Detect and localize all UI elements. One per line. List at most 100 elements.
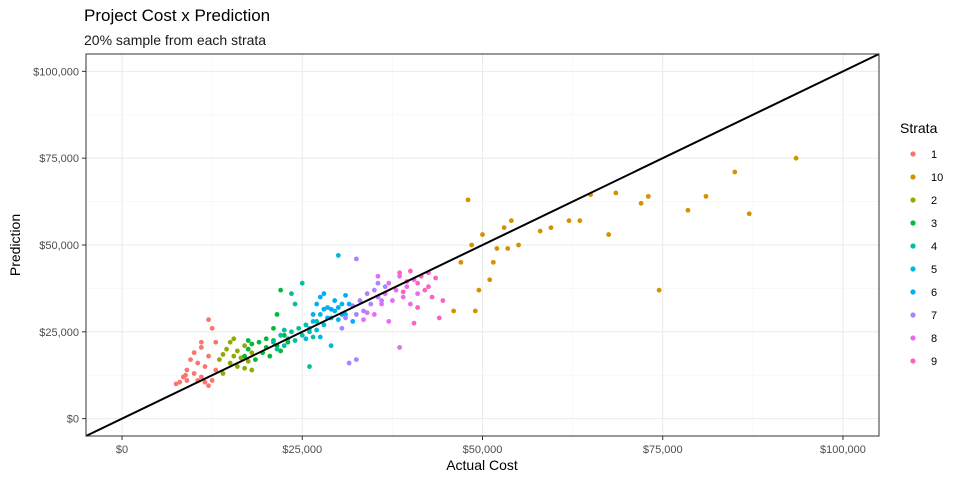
data-point-strata-2 xyxy=(249,367,255,373)
data-point-strata-2 xyxy=(231,336,237,342)
data-point-strata-7 xyxy=(343,315,348,321)
data-point-strata-3 xyxy=(271,325,276,331)
data-point-strata-8 xyxy=(361,317,366,323)
data-point-strata-2 xyxy=(242,365,248,371)
legend-key-strata-1 xyxy=(910,151,916,157)
data-point-strata-4 xyxy=(278,332,284,338)
y-axis-ticks: $0 $25,000 $50,000 $75,000 $100,000 xyxy=(33,66,86,426)
legend-key-strata-3 xyxy=(910,220,916,226)
data-point-strata-2 xyxy=(216,357,222,362)
x-axis-ticks: $0 $25,000 $50,000 $75,000 $100,000 xyxy=(116,436,866,456)
data-point-strata-9 xyxy=(415,305,421,310)
data-point-strata-10 xyxy=(645,193,651,199)
legend-label-strata-1: 1 xyxy=(931,149,937,161)
data-point-strata-5 xyxy=(343,312,348,317)
data-point-strata-10 xyxy=(451,308,457,314)
data-point-strata-5 xyxy=(310,319,316,324)
data-point-strata-7 xyxy=(357,298,363,303)
data-point-strata-8 xyxy=(386,319,392,324)
data-point-strata-1 xyxy=(177,379,183,385)
data-point-strata-4 xyxy=(281,343,287,349)
data-point-strata-2 xyxy=(227,360,233,366)
legend-label-strata-5: 5 xyxy=(931,264,937,276)
data-point-strata-3 xyxy=(256,339,262,345)
data-point-strata-1 xyxy=(195,360,201,366)
data-point-strata-4 xyxy=(307,329,312,335)
data-point-strata-4 xyxy=(299,280,305,286)
data-point-strata-5 xyxy=(328,343,334,349)
data-point-strata-6 xyxy=(321,291,327,297)
data-point-strata-9 xyxy=(436,315,442,321)
data-point-strata-9 xyxy=(433,275,439,281)
data-point-strata-10 xyxy=(494,246,500,251)
data-point-strata-7 xyxy=(379,298,384,303)
data-point-strata-8 xyxy=(400,294,406,300)
data-point-strata-10 xyxy=(465,197,471,203)
data-point-strata-4 xyxy=(303,322,309,328)
data-point-strata-5 xyxy=(332,308,338,314)
data-point-strata-1 xyxy=(202,379,208,385)
data-point-strata-3 xyxy=(249,341,255,347)
data-point-strata-6 xyxy=(332,298,338,303)
data-point-strata-7 xyxy=(346,360,352,366)
data-point-strata-10 xyxy=(566,218,572,224)
data-point-strata-3 xyxy=(263,336,269,342)
data-point-strata-8 xyxy=(389,298,395,303)
data-point-strata-1 xyxy=(198,345,204,350)
data-point-strata-5 xyxy=(335,253,341,258)
data-point-strata-6 xyxy=(321,306,327,312)
data-point-strata-6 xyxy=(346,301,352,307)
data-point-strata-1 xyxy=(198,374,204,380)
data-point-strata-10 xyxy=(480,232,485,237)
data-point-strata-1 xyxy=(183,372,188,378)
data-point-strata-5 xyxy=(303,336,309,342)
data-point-strata-9 xyxy=(408,268,413,274)
data-point-strata-10 xyxy=(577,218,583,224)
x-tick-label: $25,000 xyxy=(282,444,322,456)
data-point-strata-6 xyxy=(314,301,320,307)
legend-label-strata-2: 2 xyxy=(931,195,937,207)
data-point-strata-8 xyxy=(379,301,384,307)
chart-title: Project Cost x Prediction xyxy=(84,6,271,25)
legend-key-strata-5 xyxy=(910,266,916,272)
grid-lines xyxy=(86,54,879,436)
data-point-strata-10 xyxy=(732,169,738,175)
data-point-strata-9 xyxy=(415,280,421,286)
data-point-strata-4 xyxy=(289,329,294,335)
data-point-strata-1 xyxy=(191,371,197,376)
legend-key-strata-10 xyxy=(910,174,916,180)
y-tick-label: $75,000 xyxy=(39,153,79,165)
data-point-strata-1 xyxy=(209,378,215,383)
chart-subtitle: 20% sample from each strata xyxy=(84,32,267,48)
data-point-strata-3 xyxy=(281,332,287,338)
data-point-strata-2 xyxy=(224,346,229,352)
data-point-strata-3 xyxy=(278,287,284,293)
data-point-strata-8 xyxy=(415,291,421,297)
data-point-strata-2 xyxy=(227,339,233,345)
data-point-strata-10 xyxy=(656,287,662,293)
x-tick-label: $50,000 xyxy=(463,444,503,456)
data-point-strata-5 xyxy=(335,317,341,323)
data-point-strata-2 xyxy=(242,343,248,349)
data-point-strata-3 xyxy=(285,339,291,345)
data-point-strata-1 xyxy=(206,317,211,323)
data-point-strata-1 xyxy=(206,383,211,389)
data-point-strata-1 xyxy=(202,364,208,369)
data-point-strata-4 xyxy=(310,334,316,340)
data-point-strata-3 xyxy=(278,348,284,354)
data-point-strata-6 xyxy=(310,312,316,317)
legend-key-strata-6 xyxy=(910,289,916,295)
data-point-strata-10 xyxy=(548,225,554,231)
data-point-strata-8 xyxy=(386,280,392,286)
data-point-strata-7 xyxy=(371,287,377,293)
data-point-strata-1 xyxy=(209,325,215,331)
data-point-strata-9 xyxy=(397,270,402,276)
x-tick-label: $0 xyxy=(116,444,128,456)
data-point-strata-8 xyxy=(397,273,402,279)
data-point-strata-10 xyxy=(458,259,464,265)
data-point-strata-2 xyxy=(234,364,240,369)
legend-label-strata-10: 10 xyxy=(931,172,943,184)
data-point-strata-7 xyxy=(361,308,366,314)
legend-key-strata-2 xyxy=(910,197,916,203)
y-tick-label: $0 xyxy=(67,414,79,426)
